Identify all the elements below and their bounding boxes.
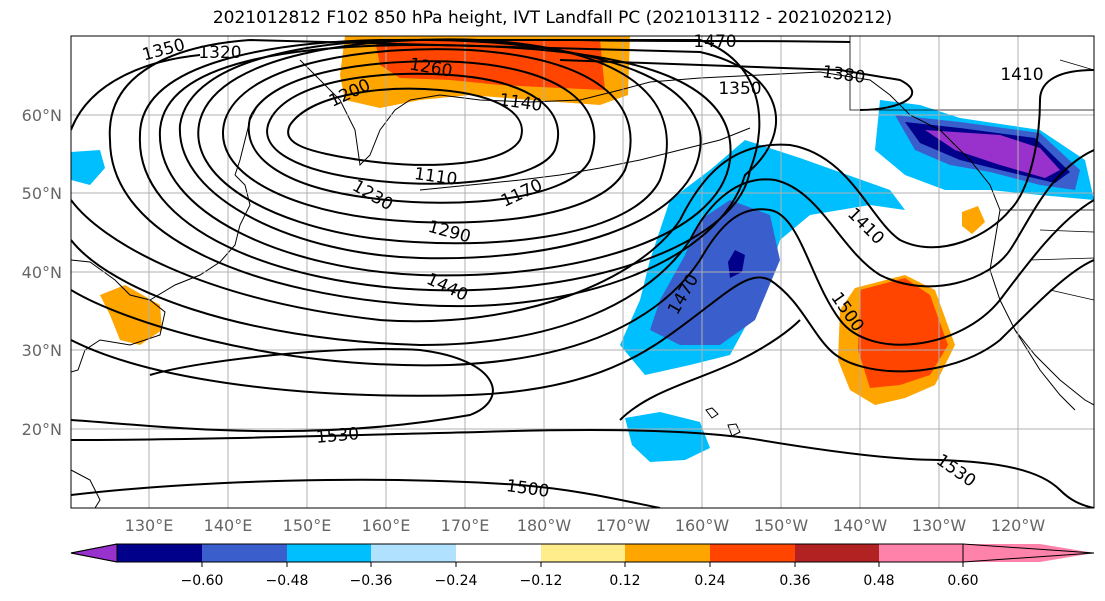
- contour-1410: [71, 69, 1094, 323]
- colorbar-segment: [287, 544, 371, 562]
- colorbar-tick-label: 0.48: [863, 573, 894, 589]
- figure-title: 2021012812 F102 850 hPa height, IVT Land…: [212, 8, 893, 28]
- north-american-borders: [849, 36, 1094, 301]
- contour-1470: [71, 39, 1094, 367]
- colorbar-outline-ends: [70, 543, 1095, 563]
- coastlines: [71, 36, 1094, 508]
- contour-1440: [71, 149, 1094, 347]
- lat-label: 60°N: [22, 106, 62, 125]
- lat-label: 50°N: [22, 184, 62, 203]
- lon-label: 130°W: [912, 516, 967, 535]
- negative-anomaly-west: [71, 150, 105, 185]
- colorbar-extension-high: [963, 544, 1094, 562]
- lon-label: 140°W: [833, 516, 888, 535]
- colorbar-segment: [625, 544, 710, 562]
- contour-1170: [247, 60, 596, 204]
- colorbar-outline: [116, 543, 964, 563]
- lon-label: 170°W: [596, 516, 651, 535]
- positive-anomaly-east-core: [858, 278, 948, 388]
- siberia-coastline: [409, 77, 701, 103]
- colorbar-segment: [879, 544, 964, 562]
- lon-label: 160°W: [675, 516, 730, 535]
- lat-label: 40°N: [22, 263, 62, 282]
- map-border: [70, 35, 1095, 509]
- positive-anomaly-small: [962, 206, 985, 234]
- colorbar-tick-label: −0.60: [181, 573, 224, 589]
- contour-1500: [71, 259, 1094, 508]
- lon-label: 140°E: [204, 516, 253, 535]
- contour-1200: [222, 48, 632, 224]
- asia-coastline: [71, 259, 166, 373]
- contour-1260: [178, 38, 702, 260]
- colorbar-tick-label: 0.60: [947, 573, 978, 589]
- lat-label: 20°N: [22, 420, 62, 439]
- negative-anomaly-alaska-peak: [925, 130, 1060, 178]
- lon-label: 150°W: [754, 516, 809, 535]
- alaska-coastline: [699, 71, 1001, 211]
- lat-axis-labels: 60°N 50°N 40°N 30°N 20°N: [22, 106, 62, 439]
- colorbar-tick-label: −0.36: [350, 573, 393, 589]
- contour-1530-central: [619, 319, 801, 421]
- contour-label: 1350: [718, 79, 761, 99]
- colorbar-segment: [117, 544, 202, 562]
- colorbar-tick-label: −0.12: [520, 573, 563, 589]
- lon-label: 150°E: [283, 516, 332, 535]
- colorbar-ticks: −0.60 −0.48 −0.36 −0.24 −0.12 0.12 0.24 …: [181, 562, 979, 589]
- mexico-coastline: [71, 469, 101, 508]
- aleutians-coastline: [419, 127, 751, 191]
- lon-label: 160°E: [362, 516, 411, 535]
- lat-label: 30°N: [22, 341, 62, 360]
- contour-1140: [266, 72, 560, 185]
- lon-label: 120°W: [991, 516, 1046, 535]
- colorbar-segment: [456, 544, 541, 562]
- contour-1290: [158, 43, 732, 277]
- negative-anomaly-central-max: [728, 250, 745, 278]
- colorbar-segment: [371, 544, 456, 562]
- positive-anomaly-japan: [100, 285, 162, 345]
- contour-label: 1470: [693, 32, 736, 52]
- colorbar-segment: [795, 544, 879, 562]
- negative-anomaly-south: [625, 412, 710, 462]
- colorbar-tick-label: 0.12: [609, 573, 640, 589]
- colorbar-segment: [710, 544, 795, 562]
- height-contours: [71, 38, 1094, 508]
- japan-coastline: [149, 174, 251, 301]
- contour-1350: [108, 39, 777, 308]
- contour-label: 1530: [315, 424, 360, 448]
- colorbar-tick-label: −0.24: [435, 573, 478, 589]
- lon-label: 180°W: [517, 516, 572, 535]
- colorbar-segment: [541, 544, 625, 562]
- colorbar-segment: [202, 544, 287, 562]
- contour-1110: [287, 87, 523, 166]
- lon-label: 170°E: [441, 516, 490, 535]
- contour-label: 1410: [1000, 65, 1043, 85]
- lon-axis-labels: 130°E 140°E 150°E 160°E 170°E 180°W 170°…: [125, 516, 1046, 535]
- kamchatka-coastline: [299, 59, 411, 167]
- contour-label: 1320: [198, 43, 241, 63]
- hawaii-coastline: [705, 407, 741, 437]
- contour-1380: [71, 54, 914, 131]
- colorbar-tick-label: 0.36: [779, 573, 810, 589]
- lon-label: 130°E: [125, 516, 174, 535]
- contour-1530: [71, 348, 1094, 508]
- gridlines: [71, 36, 1094, 508]
- colorbar-extension-low: [70, 543, 118, 563]
- colorbar: [70, 543, 1095, 563]
- colorbar-tick-label: −0.48: [266, 573, 309, 589]
- colorbar-tick-label: 0.24: [694, 573, 725, 589]
- contour-1320-east: [138, 39, 761, 292]
